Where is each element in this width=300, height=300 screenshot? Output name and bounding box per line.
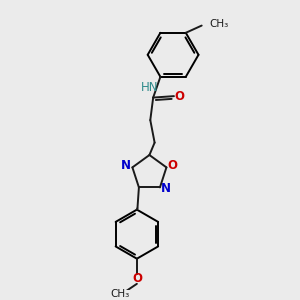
Text: O: O (174, 90, 184, 103)
Text: O: O (132, 272, 142, 285)
Text: CH₃: CH₃ (110, 290, 130, 299)
Text: CH₃: CH₃ (210, 19, 229, 29)
Text: O: O (168, 159, 178, 172)
Text: HN: HN (141, 81, 158, 94)
Text: N: N (161, 182, 171, 195)
Text: N: N (121, 159, 131, 172)
